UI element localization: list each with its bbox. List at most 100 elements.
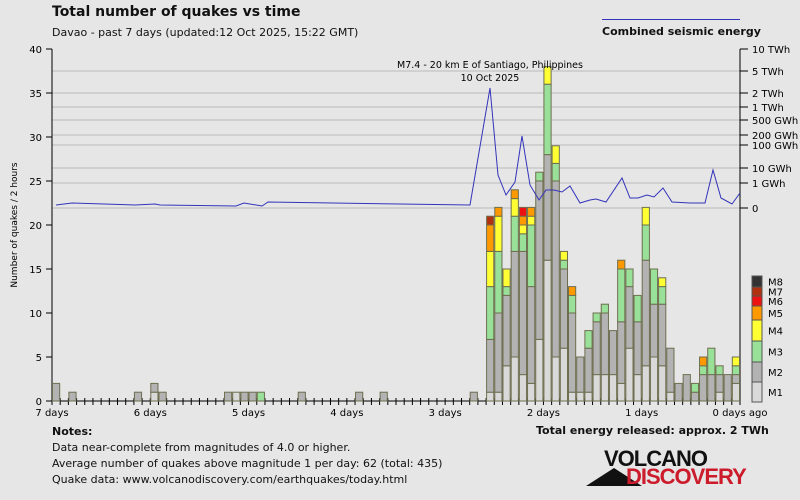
legend-swatch-m3 (751, 340, 763, 363)
bar-segment-m2 (240, 391, 249, 402)
bar-segment-m2 (649, 303, 659, 358)
chart-title: Total number of quakes vs time (52, 4, 301, 20)
bar-segment-m3 (518, 233, 528, 252)
bar-segment-m2 (150, 382, 159, 393)
legend-label-m4: M4 (768, 327, 783, 338)
bar-segment-m1 (600, 374, 609, 402)
x-tick-label: 5 days (232, 408, 265, 419)
bar-segment-m6 (518, 206, 528, 217)
bar-segment-m2 (355, 391, 364, 402)
y-tick-label: 10 (29, 309, 42, 320)
volcanodiscovery-logo: VOLCANO DISCOVERY (586, 446, 756, 490)
y2-tick-label: 2 TWh (752, 89, 784, 100)
bar-segment-m2 (625, 286, 634, 349)
bar-segment-m1 (617, 382, 626, 402)
bar-segment-m2 (690, 391, 700, 402)
annotation-date: 10 Oct 2025 (461, 73, 520, 84)
bar-segment-m5 (617, 259, 626, 270)
legend-label-m5: M5 (768, 309, 783, 320)
bar-segment-m2 (666, 347, 675, 393)
bar-segment-m2 (535, 180, 544, 340)
bar-segment-m3 (510, 215, 519, 252)
y2-tick-label: 0 (752, 204, 758, 215)
bar-segment-m3 (256, 391, 265, 402)
bar-segment-m1 (584, 391, 593, 402)
bar-segment-m2 (707, 374, 716, 402)
bar-segment-m2 (699, 374, 708, 402)
bar-segment-m5 (486, 224, 495, 252)
bar-segment-m7 (486, 215, 495, 226)
bar-segment-m1 (502, 365, 511, 402)
bar-segment-m2 (682, 374, 691, 402)
bar-segment-m3 (486, 286, 495, 340)
bar-segment-m2 (715, 374, 724, 393)
bar-segment-m1 (568, 391, 577, 402)
y-tick-label: 15 (29, 265, 42, 276)
bar-segment-m3 (625, 268, 634, 288)
bar-segment-m4 (551, 145, 560, 164)
bar-segment-m2 (52, 382, 61, 402)
bar-segment-m2 (600, 312, 609, 376)
bar-segment-m2 (494, 312, 503, 393)
bar-segment-m1 (625, 347, 634, 402)
bar-segment-m2 (608, 330, 618, 376)
bar-segment-m3 (535, 171, 544, 182)
y2-tick-label: 10 GWh (752, 164, 792, 175)
note-average: Average number of quakes above magnitude… (52, 457, 443, 470)
bar-segment-m1 (731, 382, 740, 402)
legend-label-m2: M2 (768, 368, 783, 379)
bar-segment-m2 (584, 347, 593, 393)
bar-segment-m2 (568, 312, 577, 393)
y-tick-label: 0 (36, 397, 42, 408)
bar-segment-m1 (150, 391, 159, 402)
bar-segment-m3 (641, 224, 650, 261)
y2-tick-label: 10 TWh (752, 45, 790, 56)
bar-segment-m5 (527, 206, 536, 217)
volcano-icon (586, 468, 642, 486)
bar-segment-m1 (518, 374, 528, 402)
bar-segment-m4 (510, 198, 519, 217)
bar-segment-m1 (576, 391, 585, 402)
bar-segment-m3 (568, 294, 577, 314)
bar-segment-m5 (494, 206, 503, 217)
y2-tick-label: 1 TWh (752, 103, 784, 114)
bar-segment-m4 (559, 250, 568, 261)
bar-segment-m2 (68, 391, 77, 402)
y-axis-label: Number of quakes / 2 hours (10, 162, 20, 288)
bar-segment-m2 (674, 382, 683, 402)
bar-segment-m1 (543, 259, 552, 402)
bar-segment-m1 (486, 391, 495, 402)
notes: Notes: Data near-complete from magnitude… (52, 424, 442, 488)
chart-subtitle: Davao - past 7 days (updated:12 Oct 2025… (52, 26, 359, 39)
legend-swatch-m8 (751, 275, 763, 288)
x-tick-label: 7 days (35, 408, 68, 419)
bar-segment-m4 (527, 215, 536, 226)
legend-swatch-m6 (751, 295, 763, 307)
bar-segment-m1 (559, 347, 568, 402)
bar-segment-m5 (518, 215, 528, 226)
bar-segment-m2 (224, 391, 233, 402)
bar-segment-m3 (633, 294, 642, 323)
y2-tick-label: 1 GWh (752, 179, 786, 190)
bar-segment-m2 (543, 154, 552, 261)
bar-segment-m2 (297, 391, 306, 402)
bar-segment-m1 (633, 374, 642, 402)
bar-segment-m3 (731, 365, 740, 376)
bar-segment-m3 (658, 286, 667, 305)
bar-segment-m2 (248, 391, 257, 402)
bar-segment-m3 (584, 330, 593, 349)
y-tick-label: 20 (29, 221, 42, 232)
bar-segment-m3 (559, 259, 568, 270)
x-tick-label: 3 days (429, 408, 462, 419)
bar-segment-m3 (600, 303, 609, 314)
bar-segment-m3 (543, 83, 552, 156)
bar-segment-m4 (494, 215, 503, 252)
legend-swatch-m5 (751, 305, 763, 321)
bar-segment-m1 (658, 365, 667, 402)
bar-segment-m1 (551, 356, 560, 402)
y2-tick-label: 100 GWh (752, 141, 798, 152)
bar-segment-m2 (379, 391, 388, 402)
bar-segment-m2 (510, 250, 519, 358)
bar-segment-m4 (518, 224, 528, 235)
